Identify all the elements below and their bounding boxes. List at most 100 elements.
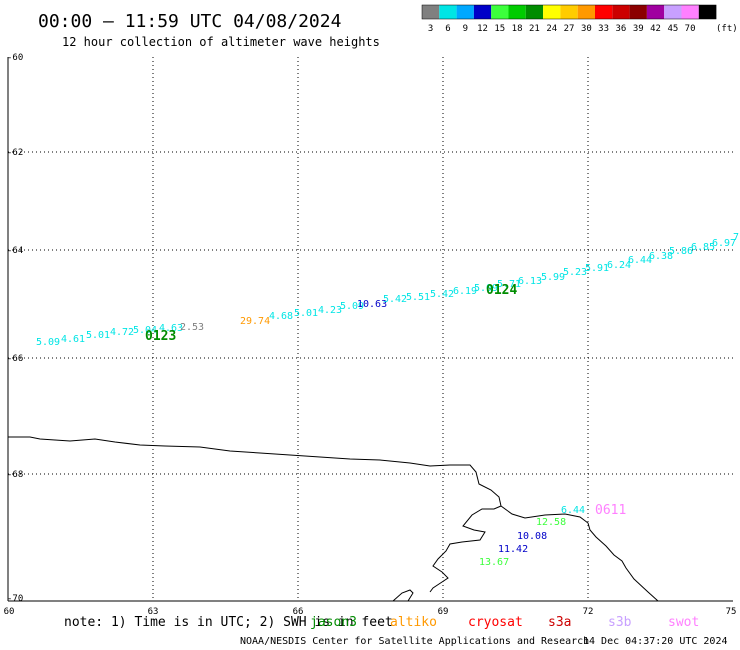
wave-height-label: 11.42 (498, 544, 528, 555)
wave-height-label: 6.24 (607, 260, 631, 271)
wave-height-label: 6.85 (691, 242, 715, 253)
satellite-swot: swot (668, 615, 699, 630)
track-label: 0611 (595, 503, 626, 518)
legend-swatch (508, 5, 526, 19)
legend-swatch (629, 5, 647, 19)
wave-height-label: 12.58 (536, 517, 566, 528)
map-subtitle: 12 hour collection of altimeter wave hei… (62, 35, 380, 49)
lon-label: 63 (148, 607, 159, 617)
satellite-jason3: jason3 (310, 615, 357, 630)
legend-swatch (422, 5, 440, 19)
map-title: 00:00 – 11:59 UTC 04/08/2024 (38, 11, 341, 32)
wave-height-label: 4.72 (110, 327, 134, 338)
wave-height-label: 5.42 (430, 289, 454, 300)
wave-height-label: 5.01 (294, 308, 318, 319)
legend-swatch (698, 5, 717, 19)
wave-height-label: 5.91 (585, 263, 609, 274)
track-label: 0123 (145, 329, 176, 344)
legend-label: 45 (667, 24, 678, 34)
legend-swatch (681, 5, 699, 19)
legend-swatch (595, 5, 613, 19)
wave-height-label: 6.44 (628, 255, 652, 266)
legend-swatch (664, 5, 682, 19)
track-labels: 0123 0124 0611 (145, 283, 626, 518)
legend-swatches (421, 4, 717, 20)
wave-height-label: 5.42 (383, 294, 407, 305)
satellite-key: jason3 altiko cryosat s3a s3b swot (310, 615, 699, 630)
wave-height-label: 4.63 (159, 323, 183, 334)
wave-height-label: 5.09 (340, 301, 364, 312)
lat-label: -66 (7, 354, 23, 364)
legend-swatch (543, 5, 561, 19)
legend-label: 21 (529, 24, 540, 34)
legend-label: 42 (650, 24, 661, 34)
wave-height-label: 10.63 (357, 299, 387, 310)
lon-label: 60 (4, 607, 15, 617)
legend-label: 9 (463, 24, 468, 34)
legend-label: 33 (598, 24, 609, 34)
legend-label: 24 (546, 24, 557, 34)
satellite-s3a: s3a (548, 615, 571, 630)
track-label: 0124 (486, 283, 517, 298)
legend-unit: (ft) (716, 24, 738, 34)
coastline (8, 436, 659, 602)
legend-label: 6 (445, 24, 450, 34)
legend-swatch (560, 5, 578, 19)
wave-height-label: 4.23 (318, 305, 342, 316)
satellite-s3b: s3b (608, 615, 632, 630)
legend-label: 15 (494, 24, 505, 34)
wave-height-label: 5.09 (474, 283, 498, 294)
legend-label: 3 (428, 24, 433, 34)
legend-swatch (439, 5, 457, 19)
wave-height-label: 5.23 (563, 267, 587, 278)
wave-height-label: 10.08 (517, 531, 547, 542)
wave-height-label: 6.44 (561, 505, 585, 516)
lat-label: -68 (7, 470, 23, 480)
footer-timestamp: 14 Dec 04:37:20 UTC 2024 (583, 636, 728, 647)
lat-label: -70 (7, 594, 23, 604)
legend-swatch (646, 5, 665, 19)
legend-label: 36 (615, 24, 626, 34)
legend-label: 70 (685, 24, 696, 34)
wave-height-label: 29.74 (240, 316, 270, 327)
lon-label: 75 (726, 607, 737, 617)
footer-note: note: 1) Time is in UTC; 2) SWH is in fe… (64, 615, 393, 630)
lon-label: 66 (293, 607, 304, 617)
wave-height-label: 5.51 (406, 292, 430, 303)
wave-height-label: 6.13 (518, 276, 542, 287)
wave-height-label: 4.68 (269, 311, 293, 322)
lat-label: -60 (7, 53, 23, 63)
wave-height-label: 13.67 (479, 557, 509, 568)
footer-credit: NOAA/NESDIS Center for Satellite Applica… (240, 636, 589, 647)
legend-swatch (577, 5, 595, 19)
wave-height-label: 4.61 (61, 334, 85, 345)
color-legend: 3 6 9 12 15 18 21 24 27 30 33 36 39 42 45 70 (ft) (421, 4, 738, 34)
wave-height-label: 6.38 (649, 251, 673, 262)
legend-label: 18 (512, 24, 523, 34)
lon-label: 69 (438, 607, 449, 617)
wave-height-label: 5.09 (36, 337, 60, 348)
wave-height-label: 5.99 (541, 272, 565, 283)
legend-swatch (456, 5, 474, 19)
lat-label: -62 (7, 148, 23, 158)
lat-label: -64 (7, 246, 23, 256)
legend-swatch (491, 5, 509, 19)
satellite-cryosat: cryosat (468, 615, 523, 630)
legend-frame (421, 4, 717, 20)
legend-labels: 3 6 9 12 15 18 21 24 27 30 33 36 39 42 45 70 (428, 24, 696, 34)
wave-height-label: 7 (733, 232, 739, 243)
longitude-labels: 60 63 66 69 72 75 (4, 607, 737, 617)
graticule (8, 57, 733, 601)
wave-height-label: 5.04 (133, 325, 157, 336)
legend-swatch (525, 5, 544, 19)
legend-label: 12 (477, 24, 488, 34)
legend-label: 39 (633, 24, 644, 34)
legend-swatch (612, 5, 630, 19)
wave-height-label: 5.01 (86, 330, 110, 341)
lon-label: 72 (583, 607, 594, 617)
legend-label: 30 (581, 24, 592, 34)
wave-height-label: 6.97 (712, 238, 736, 249)
satellite-altiko: altiko (390, 615, 437, 630)
